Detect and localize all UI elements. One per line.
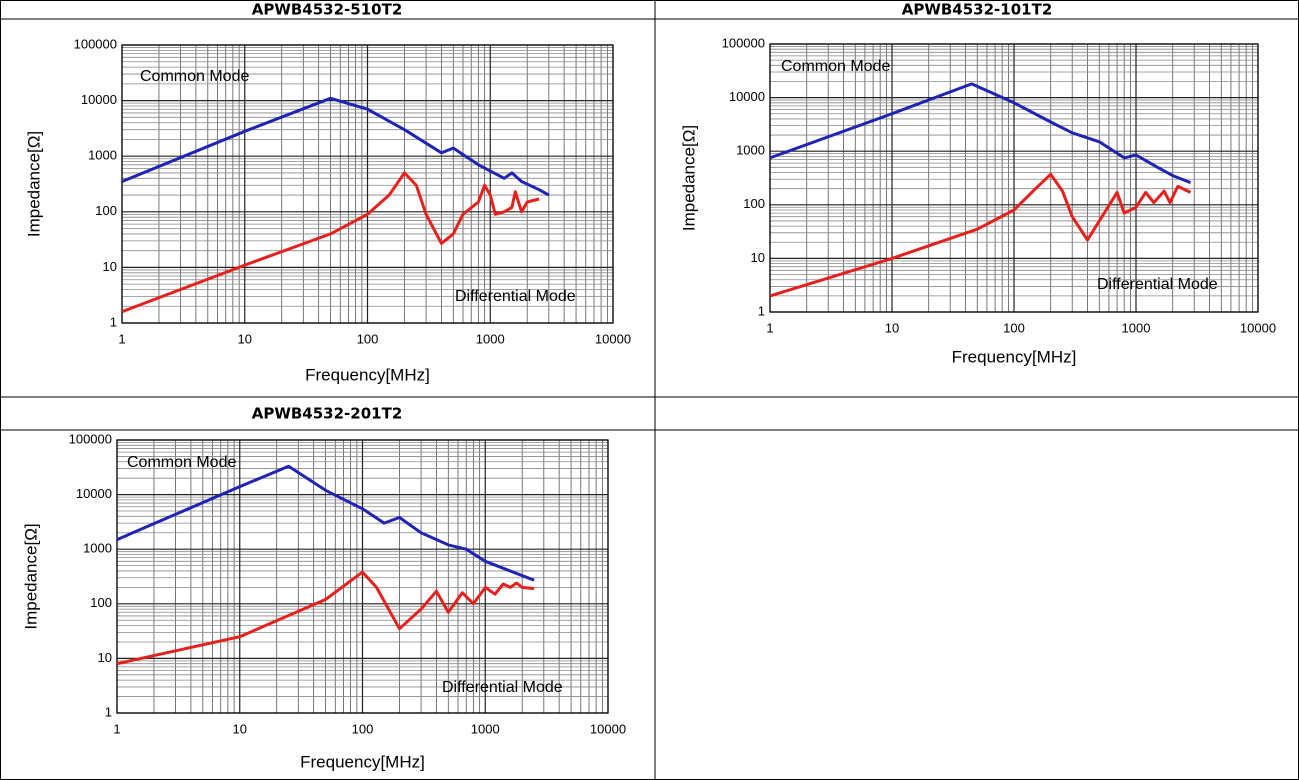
x-tick-label: 10 (233, 721, 247, 736)
y-axis-label: Impedance[Ω] (21, 523, 40, 629)
y-tick-label: 10000 (76, 486, 112, 501)
plot-frame (769, 43, 1259, 313)
chart-title: APWB4532-201T2 (252, 405, 403, 423)
y-tick-label: 100000 (69, 431, 112, 446)
x-tick-label: 1000 (471, 721, 500, 736)
y-tick-label: 10000 (81, 92, 117, 107)
series-label: Differential Mode (442, 679, 563, 696)
y-tick-label: 1 (105, 704, 112, 719)
series-label: Differential Mode (1097, 276, 1218, 293)
x-tick-label: 100 (357, 331, 379, 346)
series-line (769, 172, 1192, 298)
series-line (121, 171, 540, 314)
x-tick-label: 100 (1003, 320, 1025, 335)
x-tick-label: 1 (118, 331, 125, 346)
x-tick-label: 100 (352, 721, 374, 736)
plot-frame (121, 44, 614, 324)
y-tick-label: 1000 (88, 148, 117, 163)
x-tick-label: 1000 (1122, 320, 1151, 335)
y-tick-label: 1 (110, 314, 117, 329)
chart-title: APWB4532-101T2 (902, 1, 1053, 19)
x-tick-label: 10 (238, 331, 252, 346)
x-axis-label: Frequency[MHz] (952, 347, 1077, 366)
x-tick-label: 10000 (590, 721, 626, 736)
y-tick-label: 100 (95, 203, 117, 218)
series-line (769, 82, 1192, 184)
y-tick-label: 10 (98, 650, 112, 665)
x-tick-label: 10000 (595, 331, 631, 346)
series-label: Common Mode (140, 68, 249, 85)
y-tick-label: 1000 (736, 143, 765, 158)
series-label: Common Mode (127, 454, 236, 471)
y-tick-label: 10000 (729, 89, 765, 104)
y-tick-label: 100000 (722, 35, 765, 50)
y-tick-label: 100000 (74, 36, 117, 51)
y-axis-label: Impedance[Ω] (24, 131, 43, 237)
series-label: Differential Mode (455, 288, 576, 305)
x-tick-label: 1 (766, 320, 773, 335)
x-axis-label: Frequency[MHz] (300, 752, 425, 771)
chart-title: APWB4532-510T2 (252, 1, 403, 19)
y-tick-label: 100 (743, 196, 765, 211)
x-tick-label: 1 (113, 721, 120, 736)
series-line (121, 96, 550, 197)
x-tick-label: 1000 (476, 331, 505, 346)
series-line (116, 464, 535, 582)
x-tick-label: 10000 (1240, 320, 1276, 335)
y-tick-label: 100 (90, 595, 112, 610)
series-label: Common Mode (781, 58, 890, 75)
x-axis-label: Frequency[MHz] (305, 365, 430, 384)
y-tick-label: 1000 (83, 541, 112, 556)
plot-frame (116, 439, 609, 714)
y-tick-label: 10 (751, 250, 765, 265)
y-axis-label: Impedance[Ω] (679, 125, 698, 231)
y-tick-label: 1 (758, 303, 765, 318)
x-tick-label: 10 (885, 320, 899, 335)
series-line (116, 570, 535, 666)
y-tick-label: 10 (103, 259, 117, 274)
